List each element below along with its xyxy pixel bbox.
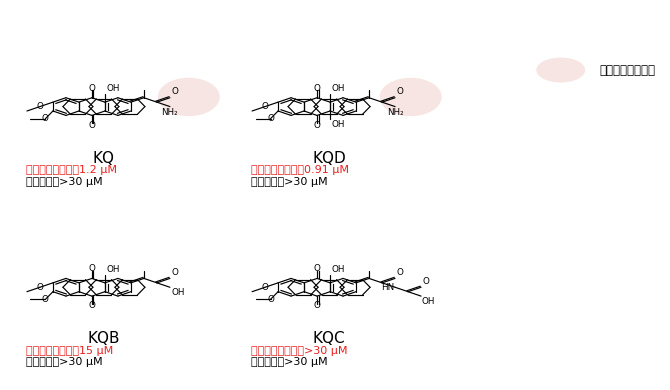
Text: O: O — [36, 283, 44, 292]
Text: O: O — [88, 264, 95, 273]
Text: O: O — [88, 301, 95, 310]
Text: O: O — [314, 121, 320, 129]
Text: 抗マラリア活性：>30 μM: 抗マラリア活性：>30 μM — [251, 346, 347, 356]
Text: 細脹毒性：>30 μM: 細脹毒性：>30 μM — [251, 357, 328, 367]
Text: O: O — [314, 301, 320, 310]
Text: O: O — [267, 114, 274, 123]
Ellipse shape — [380, 78, 442, 116]
Text: 抗マラリア活性：15 μM: 抗マラリア活性：15 μM — [25, 346, 113, 356]
Text: 細脹毒性：>30 μM: 細脹毒性：>30 μM — [251, 177, 328, 186]
Text: O: O — [42, 114, 49, 123]
Text: O: O — [172, 268, 178, 277]
Text: O: O — [261, 102, 269, 111]
Text: 抗マラリア活性：1.2 μM: 抗マラリア活性：1.2 μM — [25, 165, 117, 176]
Text: KQB: KQB — [88, 332, 120, 346]
Text: KQC: KQC — [313, 332, 345, 346]
Text: KQ: KQ — [93, 151, 115, 166]
Text: O: O — [88, 121, 95, 129]
Text: O: O — [261, 283, 269, 292]
Text: NH₂: NH₂ — [161, 108, 178, 117]
Text: O: O — [172, 87, 178, 96]
Text: OH: OH — [332, 265, 345, 274]
Text: O: O — [88, 83, 95, 92]
Text: O: O — [423, 277, 429, 286]
Text: O: O — [314, 83, 320, 92]
Text: OH: OH — [107, 84, 120, 93]
Text: カルボキサミド基: カルボキサミド基 — [600, 64, 656, 76]
Text: 抗マラリア活性：0.91 μM: 抗マラリア活性：0.91 μM — [251, 165, 349, 176]
Text: O: O — [397, 268, 403, 277]
Text: O: O — [397, 87, 403, 96]
Text: O: O — [36, 102, 44, 111]
Ellipse shape — [157, 78, 220, 116]
Text: OH: OH — [107, 265, 120, 274]
Text: NH₂: NH₂ — [387, 108, 403, 117]
Text: 細脹毒性：>30 μM: 細脹毒性：>30 μM — [25, 177, 103, 186]
Text: O: O — [314, 264, 320, 273]
Text: HN: HN — [381, 283, 395, 292]
Text: KQD: KQD — [312, 151, 346, 166]
Text: 細脹毒性：>30 μM: 細脹毒性：>30 μM — [25, 357, 103, 367]
Text: O: O — [42, 295, 49, 304]
Text: OH: OH — [332, 84, 345, 93]
Text: OH: OH — [332, 120, 345, 129]
Text: O: O — [267, 295, 274, 304]
Text: OH: OH — [422, 297, 436, 306]
Ellipse shape — [536, 58, 585, 83]
Text: OH: OH — [172, 288, 185, 297]
